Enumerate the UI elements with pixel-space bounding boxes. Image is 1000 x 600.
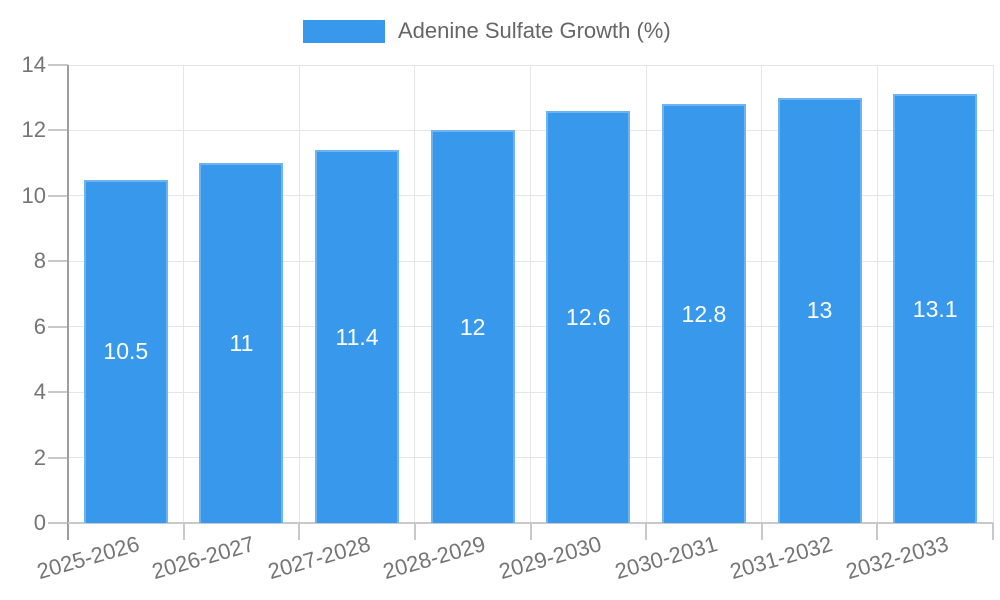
x-axis-tick (876, 523, 879, 540)
bar (315, 150, 400, 523)
x-axis-tick-label: 2030-2031 (611, 531, 720, 585)
x-axis-tick (182, 523, 185, 540)
bar-value-label: 12.6 (565, 303, 611, 330)
x-axis-tick (298, 523, 301, 540)
y-axis-tick (48, 325, 68, 328)
x-axis-baseline (68, 522, 993, 524)
bar (430, 130, 515, 523)
x-gridline (645, 65, 647, 523)
bar (661, 104, 746, 523)
bar-value-label: 13 (806, 297, 833, 324)
x-gridline (298, 65, 300, 523)
y-axis-tick (48, 194, 68, 197)
y-axis-tick-label: 0 (33, 510, 46, 535)
x-axis-tick (992, 523, 994, 540)
y-axis-line (67, 65, 69, 540)
x-axis-tick (760, 523, 763, 540)
chart-legend: Adenine Sulfate Growth (%) (303, 18, 671, 44)
y-axis-tick-label: 4 (33, 379, 46, 405)
y-axis-tick (48, 64, 68, 66)
y-axis-tick (48, 522, 68, 524)
x-axis-tick-label: 2025-2026 (33, 531, 142, 585)
bar-value-label: 10.5 (103, 338, 149, 365)
bar (893, 94, 978, 523)
y-axis-tick (48, 260, 68, 263)
x-axis-tick-label: 2026-2027 (149, 531, 258, 585)
x-axis-tick (645, 523, 648, 540)
bar (777, 97, 862, 523)
x-gridline (183, 65, 185, 523)
y-axis-tick-label: 10 (21, 182, 46, 208)
bar-value-label: 11.4 (335, 323, 379, 350)
x-gridline (876, 65, 878, 523)
x-axis-tick (529, 523, 532, 540)
bar-value-label: 12 (459, 313, 486, 340)
y-axis-tick-label: 14 (21, 52, 46, 77)
y-axis-tick-label: 12 (21, 117, 46, 143)
x-axis-tick (413, 523, 416, 540)
y-axis-tick (48, 129, 68, 132)
bar (83, 179, 168, 523)
y-axis-tick-label: 8 (33, 248, 46, 274)
y-axis-tick (48, 391, 68, 394)
y-axis-tick (48, 456, 68, 459)
bar (546, 110, 631, 523)
y-axis-tick-label: 6 (33, 313, 46, 339)
x-axis-tick-label: 2032-2033 (843, 531, 952, 585)
bar-value-label: 11 (229, 330, 254, 357)
x-axis-tick-label: 2028-2029 (380, 531, 489, 585)
x-gridline (530, 65, 531, 523)
x-axis-tick-label: 2031-2032 (727, 531, 836, 585)
legend-color-swatch (303, 19, 385, 43)
bar-value-label: 12.8 (681, 300, 727, 327)
bar-value-label: 13.1 (912, 295, 958, 322)
y-axis-tick-label: 2 (33, 444, 46, 470)
x-axis-tick-label: 2027-2028 (264, 531, 373, 585)
bar (199, 163, 284, 523)
x-axis-tick-label: 2029-2030 (496, 531, 605, 585)
x-gridline (414, 65, 416, 523)
x-gridline (992, 65, 994, 523)
legend-label: Adenine Sulfate Growth (%) (398, 18, 671, 43)
x-gridline (761, 65, 763, 523)
